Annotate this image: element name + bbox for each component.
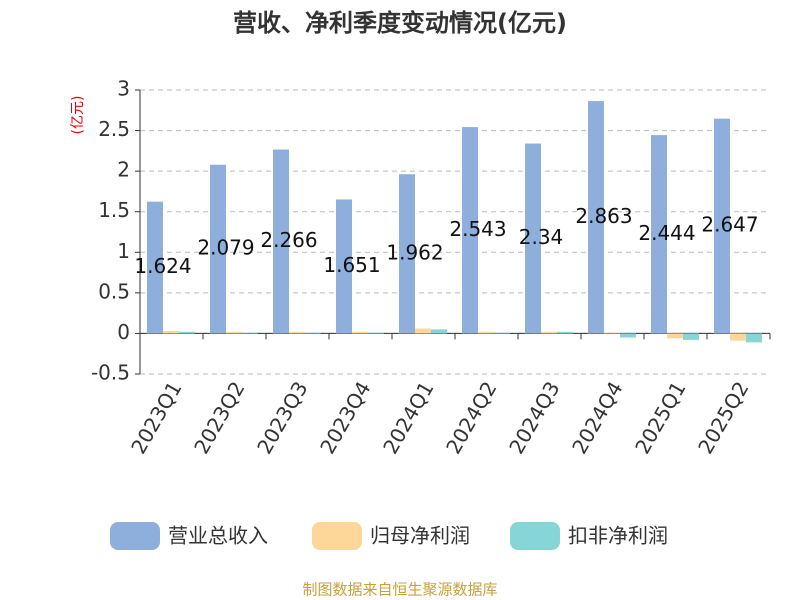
bar [352,331,368,334]
x-tick-label: 2023Q1 [126,377,186,458]
x-tick-label: 2024Q3 [504,377,564,458]
bar [431,329,447,334]
data-label: 1.962 [386,240,443,264]
bar [557,331,573,334]
y-tick-label: -0.5 [91,361,130,385]
legend-swatch [510,522,560,550]
legend-swatch [110,522,160,550]
chart-title: 营收、净利季度变动情况(亿元) [233,9,567,37]
bar [210,164,226,334]
x-tick-label: 2023Q4 [315,377,375,458]
data-label: 2.863 [575,204,632,228]
y-tick-label: 0 [117,320,130,344]
bar [588,101,604,334]
bar [163,330,179,334]
data-label: 2.34 [519,225,564,249]
bar [683,333,699,340]
y-tick-label: 2.5 [98,117,130,141]
x-tick-label: 2025Q2 [693,377,753,458]
bar [494,332,510,334]
bar [714,118,730,334]
y-tick-label: 2 [117,158,130,182]
data-label: 1.624 [134,254,191,278]
bar [336,199,352,334]
legend-swatch [312,522,362,550]
bar [462,127,478,334]
legend-label: 归母净利润 [370,524,470,548]
x-tick-label: 2023Q2 [189,377,249,458]
bar [525,143,541,334]
bar [604,332,620,334]
bar [415,328,431,334]
y-tick-label: 0.5 [98,279,130,303]
x-tick-label: 2024Q2 [441,377,501,458]
x-tick-label: 2024Q4 [567,377,627,458]
data-label: 2.543 [449,217,506,241]
bar [399,174,415,334]
legend-label: 营业总收入 [168,524,268,548]
y-tick-label: 3 [117,77,130,101]
source: 制图数据来自恒生聚源数据库 [302,581,497,599]
bar [179,331,195,334]
y-tick-label: 1.5 [98,198,130,222]
y-tick-label: 1 [117,239,130,263]
y-unit: (亿元) [70,96,86,135]
bar [147,201,163,334]
data-label: 2.444 [638,221,695,245]
data-label: 2.266 [260,228,317,252]
bar [478,331,494,334]
data-label: 2.647 [701,213,758,237]
data-label: 1.651 [323,253,380,277]
bar [667,333,683,339]
bar [730,333,746,341]
bar [541,331,557,334]
x-tick-label: 2024Q1 [378,377,438,458]
x-tick-label: 2023Q3 [252,377,312,458]
bar [620,333,636,338]
data-label: 2.079 [197,236,254,260]
bar [305,332,321,334]
bar [368,332,384,334]
bar [273,149,289,334]
bar [226,331,242,334]
bar [242,332,258,334]
legend-label: 扣非净利润 [568,524,668,548]
x-tick-label: 2025Q1 [630,377,690,458]
bar [289,331,305,334]
bar [746,333,762,343]
bar [651,135,667,334]
